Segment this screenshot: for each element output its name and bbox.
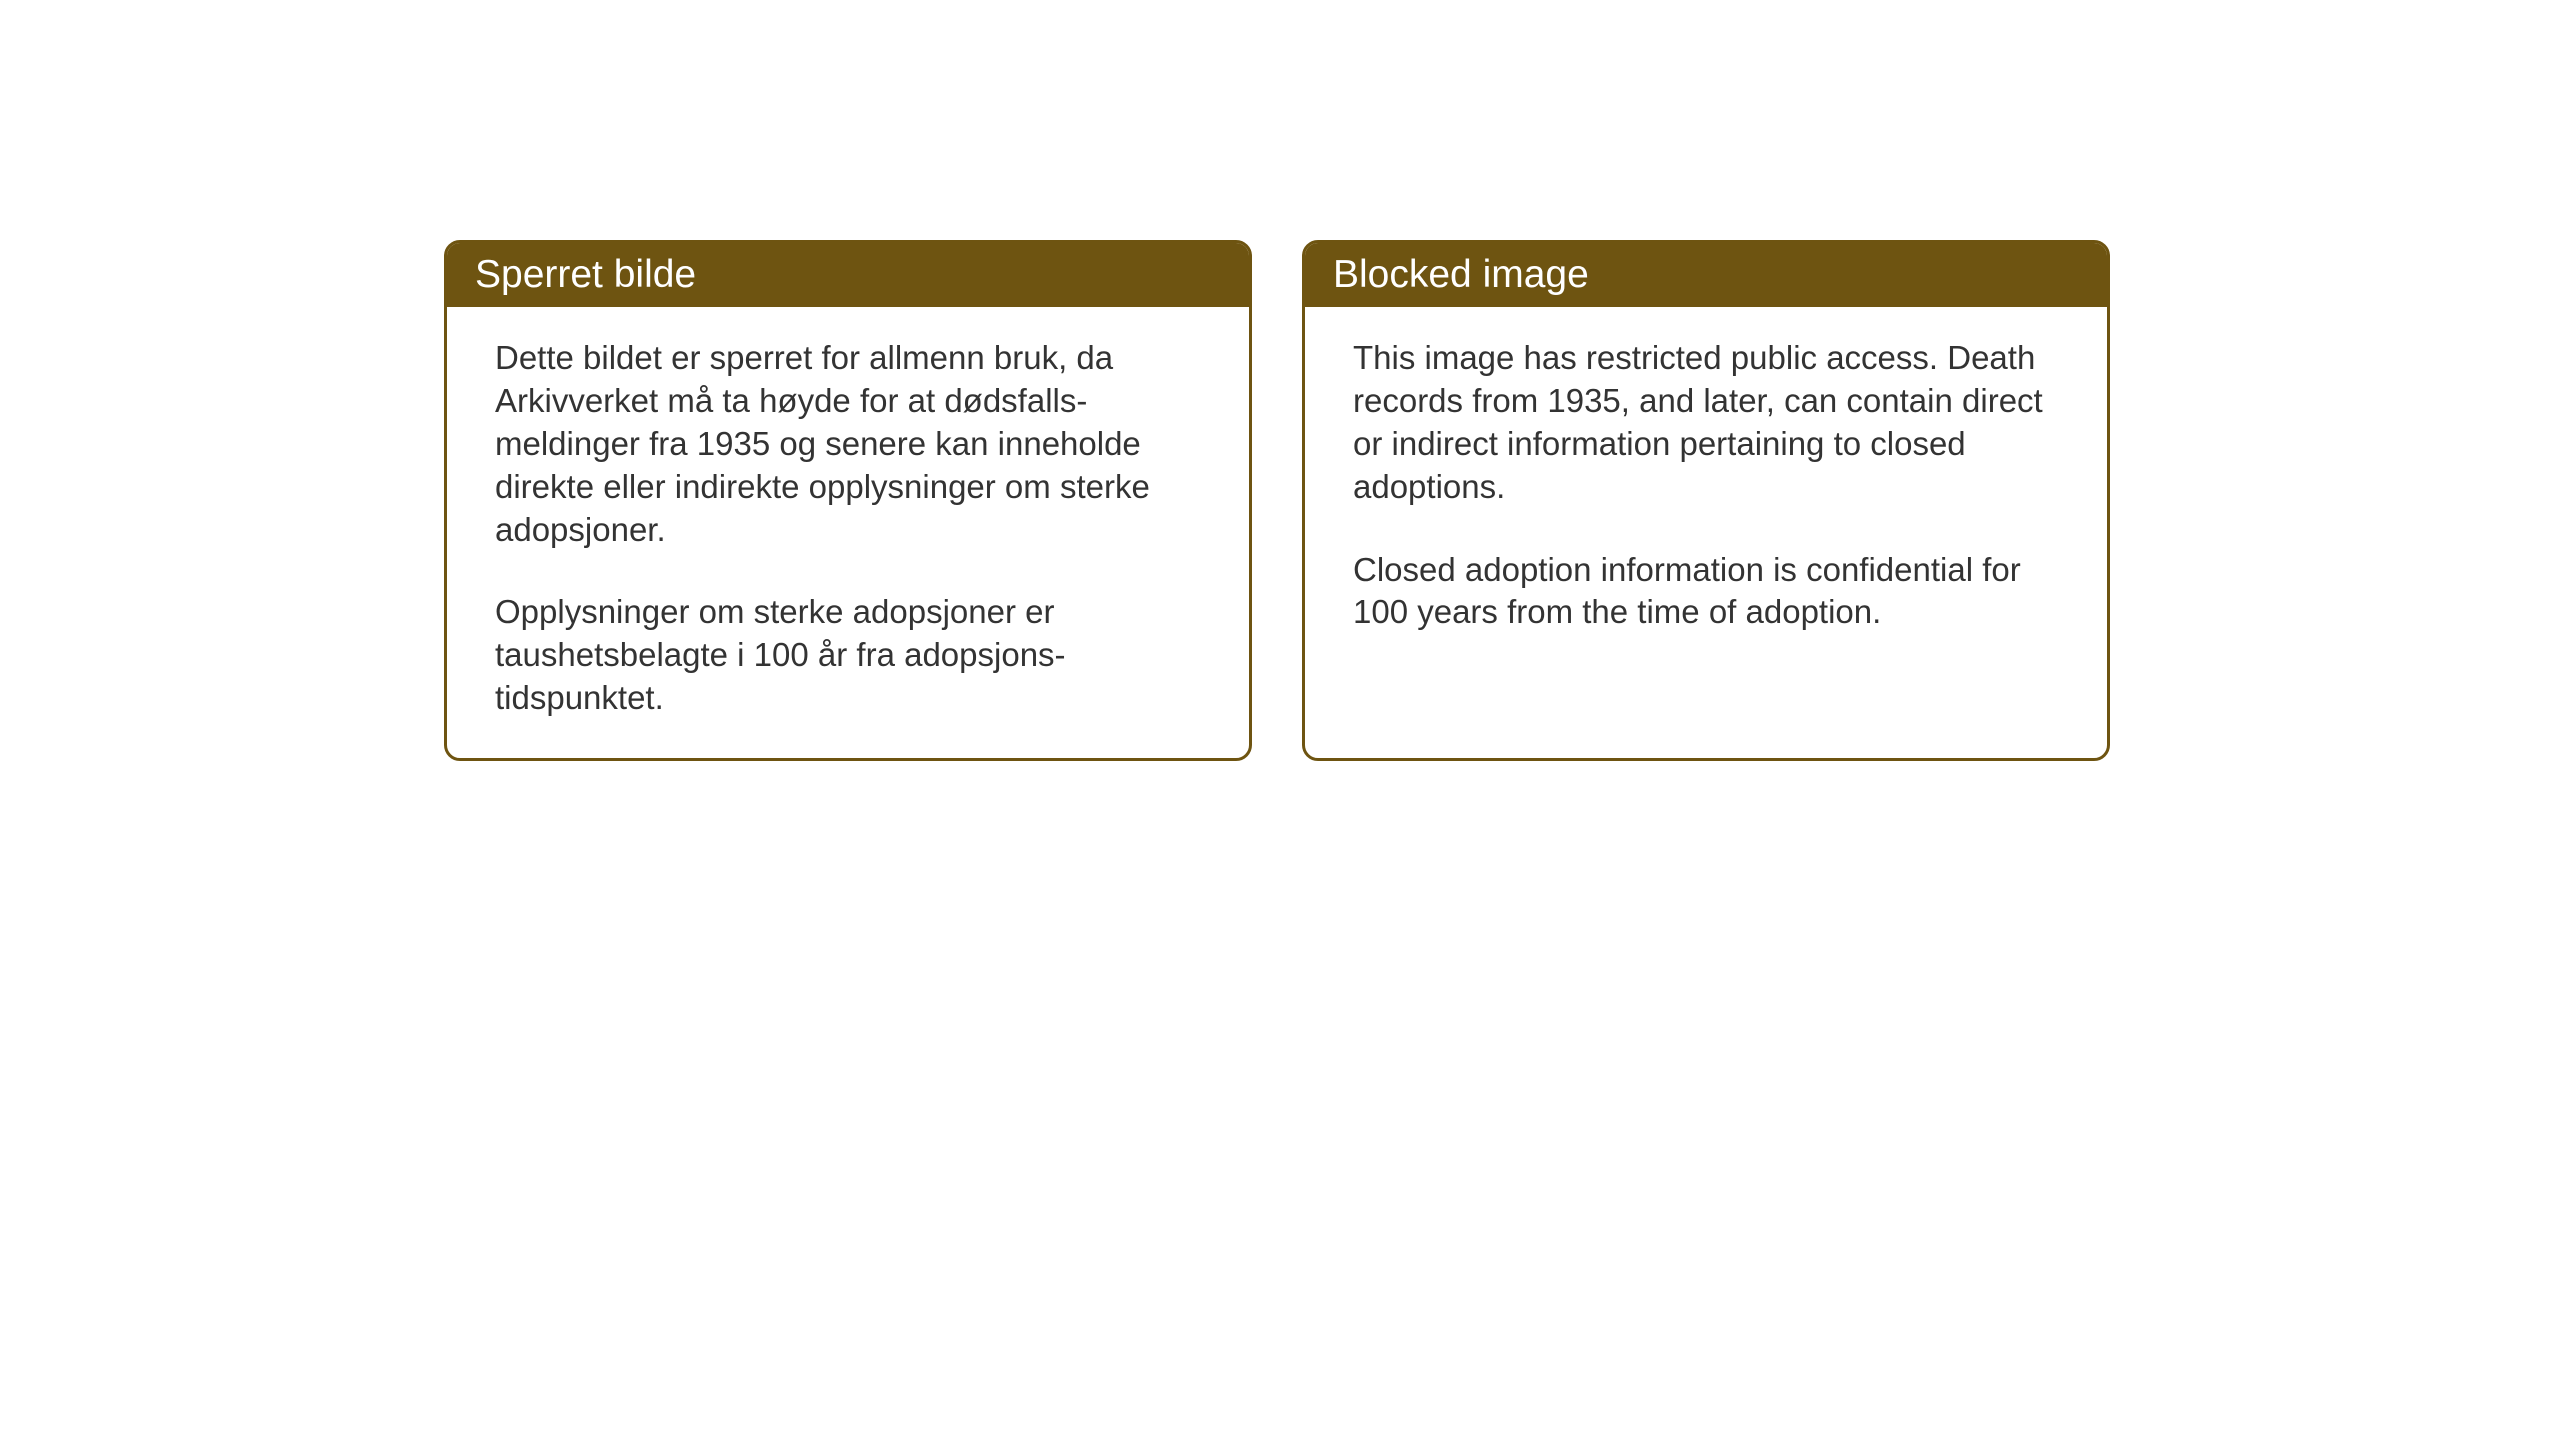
notice-container: Sperret bilde Dette bildet er sperret fo…	[444, 240, 2110, 761]
notice-title-norwegian: Sperret bilde	[475, 253, 696, 296]
notice-card-norwegian: Sperret bilde Dette bildet er sperret fo…	[444, 240, 1252, 761]
notice-body-norwegian: Dette bildet er sperret for allmenn bruk…	[447, 307, 1249, 758]
notice-paragraph-2-english: Closed adoption information is confident…	[1353, 549, 2059, 635]
notice-paragraph-1-english: This image has restricted public access.…	[1353, 337, 2059, 509]
notice-paragraph-1-norwegian: Dette bildet er sperret for allmenn bruk…	[495, 337, 1201, 551]
notice-card-english: Blocked image This image has restricted …	[1302, 240, 2110, 761]
notice-title-english: Blocked image	[1333, 253, 1589, 296]
notice-paragraph-2-norwegian: Opplysninger om sterke adopsjoner er tau…	[495, 591, 1201, 720]
notice-header-english: Blocked image	[1305, 243, 2107, 307]
notice-body-english: This image has restricted public access.…	[1305, 307, 2107, 747]
notice-header-norwegian: Sperret bilde	[447, 243, 1249, 307]
